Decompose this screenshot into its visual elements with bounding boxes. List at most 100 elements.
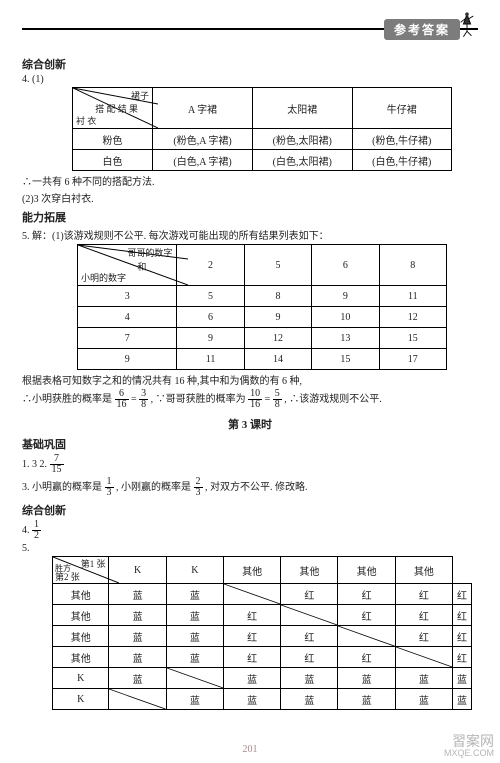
section-title: 综合创新 <box>22 502 478 518</box>
text: = <box>265 394 271 405</box>
cell: 红 <box>281 584 338 605</box>
lesson-title: 第 3 课时 <box>22 416 478 432</box>
text: , 小刚赢的概率是 <box>116 482 191 493</box>
text: , 对双方不公平. 修改略. <box>205 482 308 493</box>
cell: 9 <box>177 328 244 349</box>
cell: 红 <box>453 647 472 668</box>
cell: 红 <box>395 626 452 647</box>
fraction: 715 <box>50 454 64 475</box>
row-head: 3 <box>78 286 177 307</box>
text: (2)3 次穿白衬衣. <box>22 190 478 205</box>
q5-text: 5. 解：(1)该游戏规则不公平. 每次游戏可能出现的所有结果列表如下： <box>22 227 478 242</box>
cell <box>395 647 452 668</box>
wm-line: MXQE.COM <box>444 749 494 759</box>
diag-bot: 第2 张 <box>55 570 80 583</box>
cell <box>338 626 395 647</box>
cell: 蓝 <box>338 668 395 689</box>
cell: 14 <box>244 349 311 370</box>
col-head: 其他 <box>395 557 452 584</box>
cell: 红 <box>453 605 472 626</box>
cell: 蓝 <box>223 689 280 710</box>
cell: 17 <box>379 349 446 370</box>
watermark: 習案网 MXQE.COM <box>444 734 494 759</box>
col-head: 5 <box>244 245 311 286</box>
cell: 蓝 <box>453 689 472 710</box>
row-head: 其他 <box>53 647 109 668</box>
header-tab: 参考答案 <box>384 19 460 40</box>
fraction: 23 <box>194 477 203 498</box>
header-figure-icon <box>458 11 476 39</box>
text: 3. 小明赢的概率是 13 , 小刚赢的概率是 23 , 对双方不公平. 修改略… <box>22 477 478 498</box>
cell: 红 <box>338 584 395 605</box>
cell: 10 <box>312 307 379 328</box>
section-title: 能力拓展 <box>22 209 478 225</box>
row-head: 粉色 <box>73 129 153 150</box>
cell: 蓝 <box>395 668 452 689</box>
row-head: K <box>53 689 109 710</box>
row-head: 白色 <box>73 150 153 171</box>
cell: 9 <box>244 307 311 328</box>
cell: 11 <box>177 349 244 370</box>
fraction: 38 <box>139 389 148 410</box>
diag-top: 哥哥的数字 <box>127 246 172 259</box>
fraction: 58 <box>273 389 282 410</box>
cell: 蓝 <box>109 584 166 605</box>
text: 1. 3 2. <box>22 459 50 470</box>
col-head: 8 <box>379 245 446 286</box>
q4-label: 4. (1) <box>22 74 478 85</box>
row-head: 其他 <box>53 605 109 626</box>
text: = <box>131 394 137 405</box>
cell: 红 <box>338 605 395 626</box>
cell: 蓝 <box>166 605 223 626</box>
section-title: 基础巩固 <box>22 436 478 452</box>
cell: (白色,A 字裙) <box>153 150 253 171</box>
cell: 蓝 <box>338 689 395 710</box>
wm-line: 習案网 <box>444 734 494 749</box>
cell: 红 <box>453 584 472 605</box>
col-head: 其他 <box>223 557 280 584</box>
cell: 蓝 <box>281 668 338 689</box>
row-head: 7 <box>78 328 177 349</box>
cell <box>109 689 166 710</box>
col-head: K <box>166 557 223 584</box>
cell: 红 <box>281 626 338 647</box>
cell: 蓝 <box>281 689 338 710</box>
sum-table: 哥哥的数字 和 小明的数字 2 5 6 8 358911 4691012 791… <box>77 244 447 370</box>
text: , ∵哥哥获胜的概率为 <box>151 394 246 405</box>
cell: 红 <box>281 647 338 668</box>
cell <box>166 668 223 689</box>
card-table: 第1 张 胜方 第2 张 K K 其他 其他 其他 其他 其他蓝蓝红红红红其他蓝… <box>52 556 472 710</box>
cell: 红 <box>395 605 452 626</box>
text: , ∴该游戏规则不公平. <box>284 394 382 405</box>
diag-mid: 和 <box>137 260 146 273</box>
cell: 13 <box>312 328 379 349</box>
cell: 红 <box>453 626 472 647</box>
cell: 红 <box>223 626 280 647</box>
cell: 11 <box>379 286 446 307</box>
text: ∴小明获胜的概率是 616 = 38 , ∵哥哥获胜的概率为 1016 = 58… <box>22 389 478 410</box>
fraction: 12 <box>32 520 41 541</box>
fraction: 13 <box>105 477 114 498</box>
cell: (粉色,太阳裙) <box>253 129 352 150</box>
col-head: 其他 <box>281 557 338 584</box>
cell: (白色,牛仔裙) <box>352 150 452 171</box>
row-head: K <box>53 668 109 689</box>
cell: 红 <box>395 584 452 605</box>
text: 4. <box>22 525 32 536</box>
diag-bot: 小明的数字 <box>81 271 126 284</box>
cell: 12 <box>379 307 446 328</box>
cell <box>281 605 338 626</box>
cell: 蓝 <box>223 668 280 689</box>
cell: 蓝 <box>453 668 472 689</box>
section-title: 综合创新 <box>22 56 478 72</box>
col-head: A 字裙 <box>153 88 253 129</box>
cell <box>223 584 280 605</box>
text: ∴一共有 6 种不同的搭配方法. <box>22 173 478 188</box>
text: 4. 12 <box>22 520 478 541</box>
cell: 蓝 <box>166 584 223 605</box>
cell: 5 <box>177 286 244 307</box>
cell: 6 <box>177 307 244 328</box>
diag-bot: 衬 衣 <box>76 114 96 127</box>
page-header: 参考答案 <box>22 12 478 52</box>
row-head: 4 <box>78 307 177 328</box>
